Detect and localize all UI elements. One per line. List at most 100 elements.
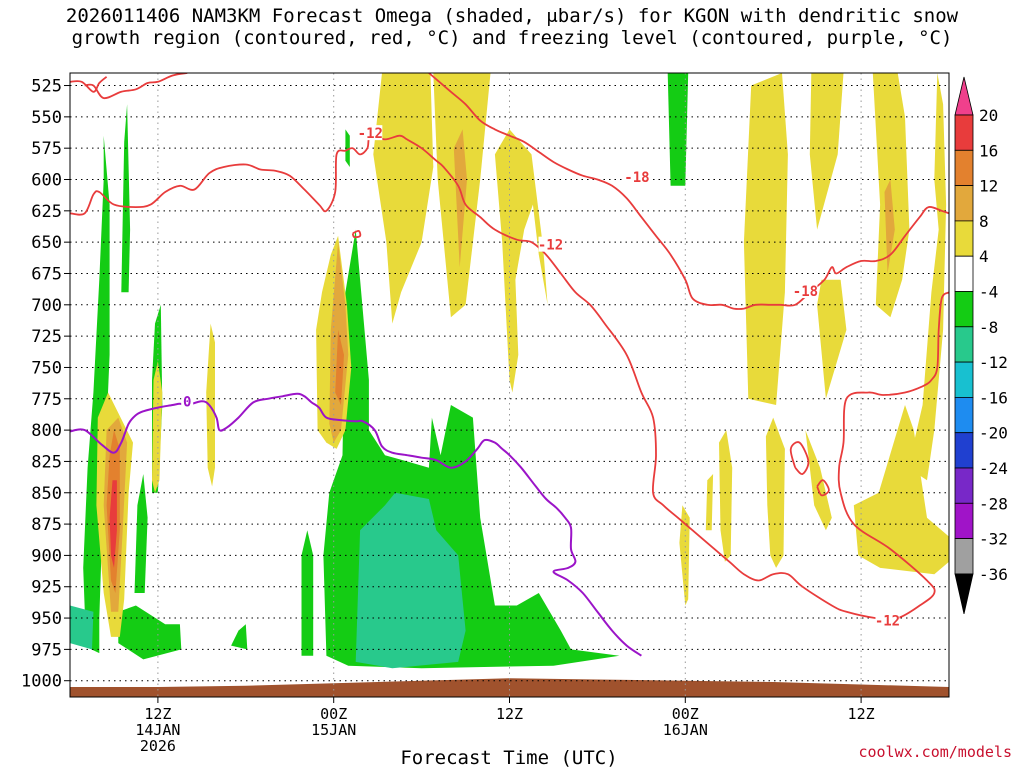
dgz-label-bg xyxy=(793,283,818,299)
colorbar-bin xyxy=(954,149,974,187)
x-tick-label: 16JAN xyxy=(663,721,708,739)
colorbar: 20 16 12 8 4 -4 -8 -12 -16 -20 -24 -28 -32 -36 xyxy=(954,76,1008,614)
x-tick-label: 12Z xyxy=(144,705,171,723)
colorbar-cap-bottom xyxy=(954,573,974,614)
y-tick-label: 575 xyxy=(31,139,62,159)
dgz-contour xyxy=(351,229,362,239)
omega-region xyxy=(70,605,94,650)
omega-region xyxy=(301,530,314,656)
y-tick-label: 600 xyxy=(31,171,62,191)
grid xyxy=(70,73,949,697)
colorbar-label: 16 xyxy=(979,141,998,160)
colorbar-label: -36 xyxy=(979,565,1008,584)
dgz-contour-label: -12 xyxy=(538,238,563,254)
dgz-contour xyxy=(816,479,830,497)
omega-region xyxy=(134,474,148,593)
omega-region xyxy=(884,179,895,274)
dgz-contour xyxy=(789,441,810,475)
dgz-label-bg xyxy=(624,169,649,184)
credit-link[interactable]: coolwx.com/models xyxy=(858,743,1012,761)
omega-region xyxy=(705,474,714,531)
omega-region xyxy=(494,129,548,393)
chart-title-line-1: 2026011406 NAM3KM Forecast Omega (shaded… xyxy=(65,5,959,27)
y-tick-label: 650 xyxy=(31,233,62,253)
omega-region xyxy=(345,129,350,167)
omega-region xyxy=(805,430,832,531)
omega-region xyxy=(853,405,949,575)
colorbar-label: -4 xyxy=(979,283,998,302)
omega-region xyxy=(743,73,788,405)
omega-region xyxy=(109,480,117,568)
colorbar-bin xyxy=(954,502,974,539)
dgz-contour-label: -18 xyxy=(624,170,649,186)
colorbar-label: -28 xyxy=(979,494,1008,513)
dgz-contour-label: -12 xyxy=(358,126,383,142)
y-axis: 525 550 575 600 625 650 675 700 725 750 775 800 825 8… xyxy=(21,77,70,692)
dgz-contour xyxy=(428,73,949,310)
x-tick-label: 12Z xyxy=(848,705,875,723)
colorbar-label: -32 xyxy=(979,530,1008,549)
omega-region xyxy=(679,505,690,606)
x-tick-label: 14JAN xyxy=(135,721,180,739)
freezing-level-contour xyxy=(70,392,642,657)
y-tick-label: 525 xyxy=(31,77,62,97)
x-axis-title: Forecast Time (UTC) xyxy=(400,747,617,768)
colorbar-label: -20 xyxy=(979,424,1008,443)
y-tick-label: 725 xyxy=(31,327,62,347)
omega-region xyxy=(667,73,689,186)
colorbar-bin xyxy=(954,291,974,328)
y-tick-label: 750 xyxy=(31,358,62,378)
omega-region xyxy=(355,492,466,669)
colorbar-bin xyxy=(954,326,974,363)
y-tick-label: 550 xyxy=(31,108,62,128)
y-tick-label: 850 xyxy=(31,484,62,504)
freezing-label-bg xyxy=(181,393,194,408)
y-tick-label: 1000 xyxy=(21,672,62,692)
omega-region xyxy=(817,279,847,399)
colorbar-label: 20 xyxy=(979,106,998,125)
y-tick-label: 900 xyxy=(31,546,62,566)
colorbar-bin xyxy=(954,538,974,575)
omega-region xyxy=(809,73,844,230)
contours: -12 -12 -12 -18 -18 0 xyxy=(70,73,949,657)
dgz-contour xyxy=(70,76,108,93)
colorbar-bin xyxy=(954,467,974,504)
y-tick-label: 700 xyxy=(31,296,62,316)
dgz-contour-label: -12 xyxy=(875,614,900,630)
colorbar-bin xyxy=(954,114,974,151)
colorbar-label: 12 xyxy=(979,177,998,196)
omega-region xyxy=(121,104,131,293)
y-tick-label: 675 xyxy=(31,264,62,284)
omega-region xyxy=(453,129,467,268)
x-tick-label: 12Z xyxy=(496,705,523,723)
colorbar-bin xyxy=(954,432,974,469)
x-tick-label: 00Z xyxy=(672,705,699,723)
x-tick-label: 15JAN xyxy=(311,721,356,739)
omega-region xyxy=(118,605,182,660)
omega-region xyxy=(908,73,947,481)
dgz-label-bg xyxy=(875,612,900,628)
colorbar-cap-top xyxy=(954,76,974,116)
colorbar-label: -12 xyxy=(979,353,1008,372)
colorbar-label: 4 xyxy=(979,247,989,266)
y-tick-label: 925 xyxy=(31,578,62,598)
omega-shading xyxy=(70,73,949,669)
omega-region xyxy=(231,624,248,650)
freezing-level-label: 0 xyxy=(183,394,191,410)
y-tick-label: 625 xyxy=(31,202,62,222)
colorbar-label: -16 xyxy=(979,388,1008,407)
chart-title-line-2: growth region (contoured, red, °C) and f… xyxy=(71,27,953,49)
dgz-label-bg xyxy=(538,236,563,252)
dgz-contour xyxy=(70,134,949,621)
colorbar-bin xyxy=(954,220,974,257)
colorbar-label: 8 xyxy=(979,212,989,231)
colorbar-bin xyxy=(954,255,974,292)
colorbar-label: -24 xyxy=(979,459,1008,478)
y-tick-label: 800 xyxy=(31,421,62,441)
colorbar-bin xyxy=(954,361,974,398)
omega-region xyxy=(83,135,110,654)
colorbar-bin xyxy=(954,396,974,434)
y-tick-label: 975 xyxy=(31,640,62,660)
